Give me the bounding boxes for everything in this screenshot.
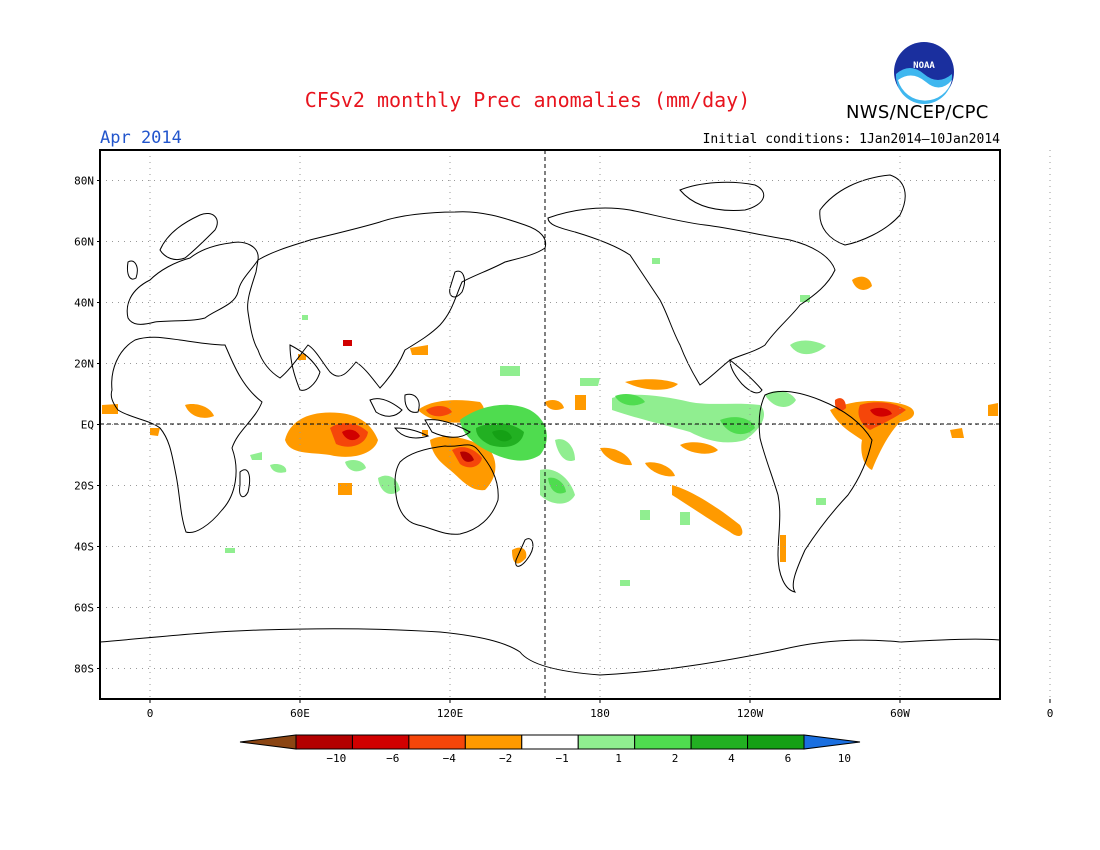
colorbar: −10 −6 −4 −2 −1 1 2 4 6 10 — [239, 734, 861, 765]
coast-asia — [247, 211, 547, 389]
colorbar-segment — [351, 734, 410, 750]
coast-greenland — [819, 174, 906, 246]
coast-antarctica — [100, 628, 1000, 676]
coast-south-america — [758, 390, 873, 593]
colorbar-segment — [408, 734, 466, 750]
colorbar-label: 10 — [838, 752, 851, 765]
initial-conditions: Initial conditions: 1Jan2014–10Jan2014 — [702, 132, 1000, 147]
lat-label: 80S — [74, 663, 94, 676]
colorbar-label: −2 — [499, 752, 512, 765]
colorbar-segment — [521, 734, 579, 750]
coast-australia — [394, 444, 499, 535]
lat-label: 40S — [74, 541, 94, 554]
coast-new-zealand — [515, 538, 534, 567]
lon-label: 0 — [147, 707, 154, 720]
chart-title: CFSv2 monthly Prec anomalies (mm/day) — [304, 88, 751, 112]
coast-japan — [449, 270, 465, 298]
coast-madagascar — [239, 469, 251, 498]
colorbar-segment — [690, 734, 749, 750]
colorbar-segment — [747, 734, 805, 750]
colorbar-segment — [634, 734, 692, 750]
colorbar-label: −10 — [326, 752, 346, 765]
lat-label: 20N — [74, 358, 94, 371]
noaa-logo-icon: NOAA — [894, 42, 954, 104]
colorbar-segment — [577, 734, 636, 750]
agency-label: NWS/NCEP/CPC — [846, 102, 989, 123]
colorbar-label: −1 — [555, 752, 568, 765]
lat-label: 60N — [74, 236, 94, 249]
lon-label: 120W — [737, 707, 764, 720]
valid-month: Apr 2014 — [100, 128, 182, 148]
lon-label: 0 — [1047, 707, 1054, 720]
colorbar-label: 6 — [785, 752, 792, 765]
colorbar-label: 1 — [615, 752, 622, 765]
lat-label: 20S — [74, 480, 94, 493]
latitude-labels: 80N 60N 40N 20N EQ 20S 40S 60S 80S — [74, 175, 100, 676]
coast-uk — [127, 260, 138, 280]
lat-label: EQ — [81, 419, 94, 432]
coast-india — [289, 344, 321, 391]
coastlines — [100, 174, 1000, 676]
coast-arctic-islands — [679, 181, 765, 211]
lat-label: 60S — [74, 602, 94, 615]
colorbar-label: 2 — [672, 752, 679, 765]
lat-label: 40N — [74, 297, 94, 310]
lon-label: 120E — [437, 707, 464, 720]
coast-africa — [110, 336, 263, 534]
colorbar-label: −6 — [386, 752, 399, 765]
lon-label: 180 — [590, 707, 610, 720]
colorbar-min-arrow — [239, 734, 297, 750]
colorbar-label: 4 — [728, 752, 735, 765]
colorbar-segment — [464, 734, 523, 750]
coast-scandinavia — [159, 213, 218, 261]
coast-central-america — [729, 358, 763, 394]
positive-anomaly-shading — [225, 258, 826, 586]
lon-label: 60E — [290, 707, 310, 720]
coast-north-america — [547, 207, 836, 386]
lat-label: 80N — [74, 175, 94, 188]
noaa-logo-text: NOAA — [913, 61, 935, 71]
colorbar-segment — [295, 734, 353, 750]
colorbar-label: −4 — [443, 752, 457, 765]
longitude-labels: 0 60E 120E 180 120W 60W 0 — [147, 699, 1054, 720]
coast-sea-islands — [369, 393, 471, 439]
colorbar-max-arrow — [803, 734, 861, 750]
lon-label: 60W — [890, 707, 910, 720]
